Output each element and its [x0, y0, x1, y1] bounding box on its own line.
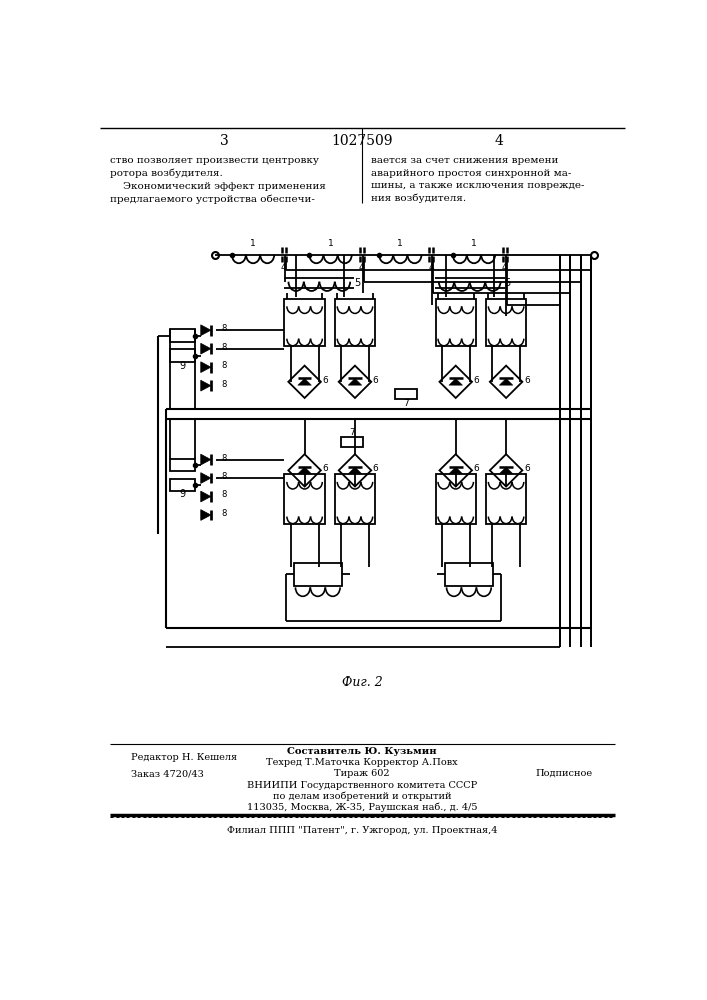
- Bar: [436, 474, 476, 524]
- Text: 6: 6: [322, 464, 328, 473]
- Bar: [436, 299, 476, 346]
- Text: 1027509: 1027509: [331, 134, 392, 148]
- Text: 6: 6: [474, 376, 479, 385]
- Polygon shape: [201, 362, 211, 373]
- Text: 3: 3: [220, 134, 228, 148]
- Text: 6: 6: [373, 376, 378, 385]
- Text: Фиг. 2: Фиг. 2: [341, 676, 382, 689]
- Text: 113035, Москва, Ж-35, Раушская наб., д. 4/5: 113035, Москва, Ж-35, Раушская наб., д. …: [247, 802, 477, 812]
- Polygon shape: [298, 378, 312, 385]
- Text: Заказ 4720/43: Заказ 4720/43: [131, 769, 204, 778]
- Bar: [170, 459, 194, 471]
- Text: 7: 7: [403, 399, 409, 408]
- Text: 8: 8: [221, 361, 226, 370]
- Text: 1: 1: [250, 239, 256, 248]
- Text: 8: 8: [221, 472, 226, 481]
- Text: 6: 6: [524, 464, 530, 473]
- Text: ВНИИПИ Государственного комитета СССР: ВНИИПИ Государственного комитета СССР: [247, 781, 477, 790]
- Text: 6: 6: [474, 464, 479, 473]
- Text: Тираж 602: Тираж 602: [334, 769, 390, 778]
- Text: 7: 7: [349, 428, 355, 437]
- Bar: [293, 563, 341, 586]
- Text: 4: 4: [358, 263, 364, 272]
- Text: вается за счет снижения времени
аварийного простоя синхронной ма-
шины, а также : вается за счет снижения времени аварийно…: [371, 156, 585, 203]
- Polygon shape: [201, 343, 211, 354]
- Text: 1: 1: [471, 239, 477, 248]
- Text: 9: 9: [179, 489, 185, 499]
- Text: Составитель Ю. Кузьмин: Составитель Ю. Кузьмин: [287, 747, 437, 756]
- Polygon shape: [449, 378, 462, 385]
- Bar: [170, 329, 194, 342]
- Text: Техред Т.Маточка Корректор А.Повх: Техред Т.Маточка Корректор А.Повх: [266, 758, 457, 767]
- Bar: [284, 474, 325, 524]
- Polygon shape: [449, 467, 462, 474]
- Polygon shape: [201, 325, 211, 336]
- Text: 8: 8: [221, 343, 226, 352]
- Text: 4: 4: [281, 263, 286, 272]
- Bar: [284, 299, 325, 346]
- Text: 5: 5: [505, 278, 510, 288]
- Bar: [486, 474, 526, 524]
- Text: Филиал ППП "Патент", г. Ужгород, ул. Проектная,4: Филиал ППП "Патент", г. Ужгород, ул. Про…: [227, 826, 497, 835]
- Polygon shape: [201, 473, 211, 483]
- Text: 4: 4: [495, 134, 503, 148]
- Bar: [170, 349, 194, 362]
- Bar: [486, 299, 526, 346]
- Polygon shape: [298, 467, 312, 474]
- Polygon shape: [201, 380, 211, 391]
- Polygon shape: [201, 491, 211, 502]
- Text: 8: 8: [221, 324, 226, 333]
- Text: Редактор Н. Кешеля: Редактор Н. Кешеля: [131, 753, 237, 762]
- Text: 4: 4: [502, 263, 508, 272]
- Bar: [445, 563, 493, 586]
- Text: 4: 4: [428, 263, 433, 272]
- Text: 6: 6: [373, 464, 378, 473]
- Bar: [395, 389, 417, 399]
- Bar: [335, 474, 375, 524]
- Text: 6: 6: [322, 376, 328, 385]
- Text: ство позволяет произвести центровку
ротора возбудителя.
    Экономический эффект: ство позволяет произвести центровку рото…: [110, 156, 326, 204]
- Polygon shape: [348, 378, 362, 385]
- Text: 8: 8: [221, 380, 226, 389]
- Text: по делам изобретений и открытий: по делам изобретений и открытий: [273, 791, 451, 801]
- Polygon shape: [201, 454, 211, 465]
- Text: 9: 9: [179, 361, 185, 371]
- Polygon shape: [499, 467, 513, 474]
- Bar: [341, 437, 363, 447]
- Text: Подписное: Подписное: [535, 769, 592, 778]
- Text: 1: 1: [327, 239, 334, 248]
- Polygon shape: [348, 467, 362, 474]
- Bar: [335, 299, 375, 346]
- Text: 1: 1: [397, 239, 403, 248]
- Text: 5: 5: [354, 278, 361, 288]
- Text: 8: 8: [221, 490, 226, 499]
- Polygon shape: [499, 378, 513, 385]
- Bar: [170, 479, 194, 491]
- Text: 8: 8: [221, 454, 226, 463]
- Text: 6: 6: [524, 376, 530, 385]
- Polygon shape: [201, 510, 211, 520]
- Text: 8: 8: [221, 509, 226, 518]
